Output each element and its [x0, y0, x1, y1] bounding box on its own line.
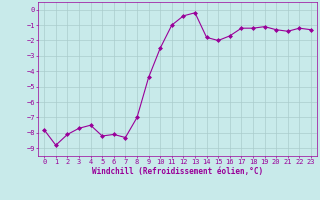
X-axis label: Windchill (Refroidissement éolien,°C): Windchill (Refroidissement éolien,°C): [92, 167, 263, 176]
